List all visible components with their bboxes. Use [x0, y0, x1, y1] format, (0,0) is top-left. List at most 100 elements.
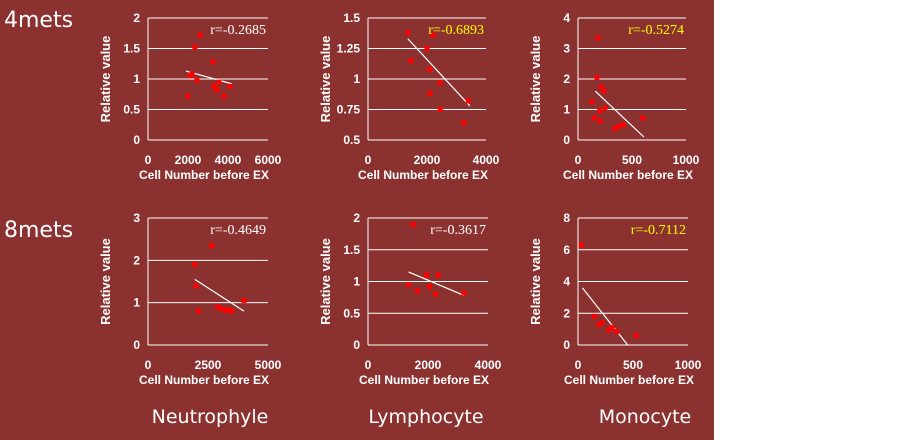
data-point	[437, 107, 443, 112]
y-tick-label: 2	[353, 211, 360, 225]
data-point	[427, 91, 433, 97]
data-point	[215, 304, 221, 310]
data-point	[211, 83, 217, 89]
y-tick-label: 4	[563, 275, 570, 289]
data-point	[591, 115, 597, 121]
y-tick-label: 4	[563, 11, 570, 25]
x-tick-label: 500	[622, 153, 642, 167]
y-tick-label: 0.75	[337, 103, 361, 117]
x-tick-label: 0	[575, 153, 582, 167]
trend-line	[594, 90, 645, 138]
data-point	[189, 71, 195, 77]
data-point	[209, 243, 215, 249]
data-point	[195, 308, 201, 314]
data-point	[194, 77, 200, 83]
data-point	[595, 35, 601, 41]
y-tick-label: 2	[563, 72, 570, 86]
y-tick-label: 0	[563, 338, 570, 352]
data-point	[223, 307, 229, 313]
column-label-monocyte: Monocyte	[598, 406, 692, 428]
x-tick-label: 0	[575, 358, 582, 372]
x-tick-label: 2000	[415, 358, 442, 372]
y-tick-label: 1.5	[343, 243, 360, 257]
x-axis-title: Cell Number before EX	[358, 168, 488, 182]
data-point	[620, 122, 626, 128]
data-point	[219, 306, 225, 312]
data-point	[408, 58, 414, 64]
row-label-4mets: 4mets	[4, 8, 74, 33]
y-axis-title: Relative value	[528, 36, 543, 123]
data-point	[405, 30, 411, 36]
correlation-label: r=-0.7112	[631, 223, 686, 238]
data-point	[594, 74, 600, 80]
x-tick-label: 2000	[175, 153, 202, 167]
x-tick-label: 6000	[255, 153, 282, 167]
y-tick-label: 1	[133, 72, 140, 86]
data-point	[597, 118, 603, 124]
x-tick-label: 0	[365, 153, 372, 167]
data-point	[427, 284, 432, 290]
data-point	[602, 105, 608, 111]
data-point	[616, 123, 622, 129]
x-tick-label: 1000	[673, 153, 700, 167]
data-point	[596, 321, 602, 327]
x-tick-label: 2500	[195, 358, 222, 372]
data-point	[415, 288, 420, 294]
data-point	[578, 242, 584, 248]
y-tick-label: 1.5	[123, 42, 140, 56]
data-point	[465, 98, 471, 104]
data-point	[614, 329, 619, 335]
x-tick-label: 0	[145, 358, 152, 372]
data-point	[193, 283, 199, 289]
data-point	[633, 332, 639, 338]
y-axis-title: Relative value	[528, 238, 543, 325]
data-point	[192, 44, 198, 50]
y-tick-label: 1	[563, 103, 570, 117]
data-point	[197, 32, 203, 38]
x-tick-label: 4000	[473, 153, 500, 167]
row-label-8mets: 8mets	[4, 218, 74, 243]
y-tick-label: 6	[563, 243, 570, 257]
data-point	[185, 93, 191, 99]
y-axis-title: Relative value	[318, 36, 333, 123]
x-tick-label: 1000	[675, 358, 702, 372]
correlation-label: r=-0.3617	[430, 223, 486, 238]
data-point	[599, 320, 605, 326]
data-point	[437, 80, 443, 86]
data-point	[436, 272, 441, 278]
trend-line	[194, 278, 245, 312]
y-tick-label: 1	[353, 72, 360, 86]
y-axis-title: Relative value	[98, 238, 113, 325]
column-label-neutrophyle: Neutrophyle	[151, 406, 269, 428]
correlation-label: r=-0.4649	[210, 223, 266, 238]
data-point	[598, 84, 604, 90]
y-tick-label: 3	[133, 211, 140, 225]
y-tick-label: 2	[133, 253, 140, 267]
y-tick-label: 2	[563, 306, 570, 320]
data-point	[461, 120, 467, 126]
data-point	[606, 327, 612, 333]
data-point	[609, 325, 615, 331]
data-point	[601, 88, 607, 94]
trend-line	[408, 271, 465, 297]
data-point	[597, 108, 603, 114]
data-point	[214, 87, 220, 93]
x-tick-label: 4000	[475, 358, 502, 372]
data-point	[216, 79, 222, 85]
x-tick-label: 500	[623, 358, 643, 372]
y-tick-label: 8	[563, 211, 570, 225]
x-tick-label: 0	[145, 153, 152, 167]
y-tick-label: 0.5	[123, 103, 140, 117]
trend-line	[581, 287, 629, 345]
y-tick-label: 3	[563, 42, 570, 56]
x-axis-title: Cell Number before EX	[139, 168, 269, 182]
y-tick-label: 1	[133, 296, 140, 310]
y-tick-label: 0	[133, 338, 140, 352]
data-point	[229, 308, 235, 314]
y-tick-label: 0	[563, 133, 570, 147]
